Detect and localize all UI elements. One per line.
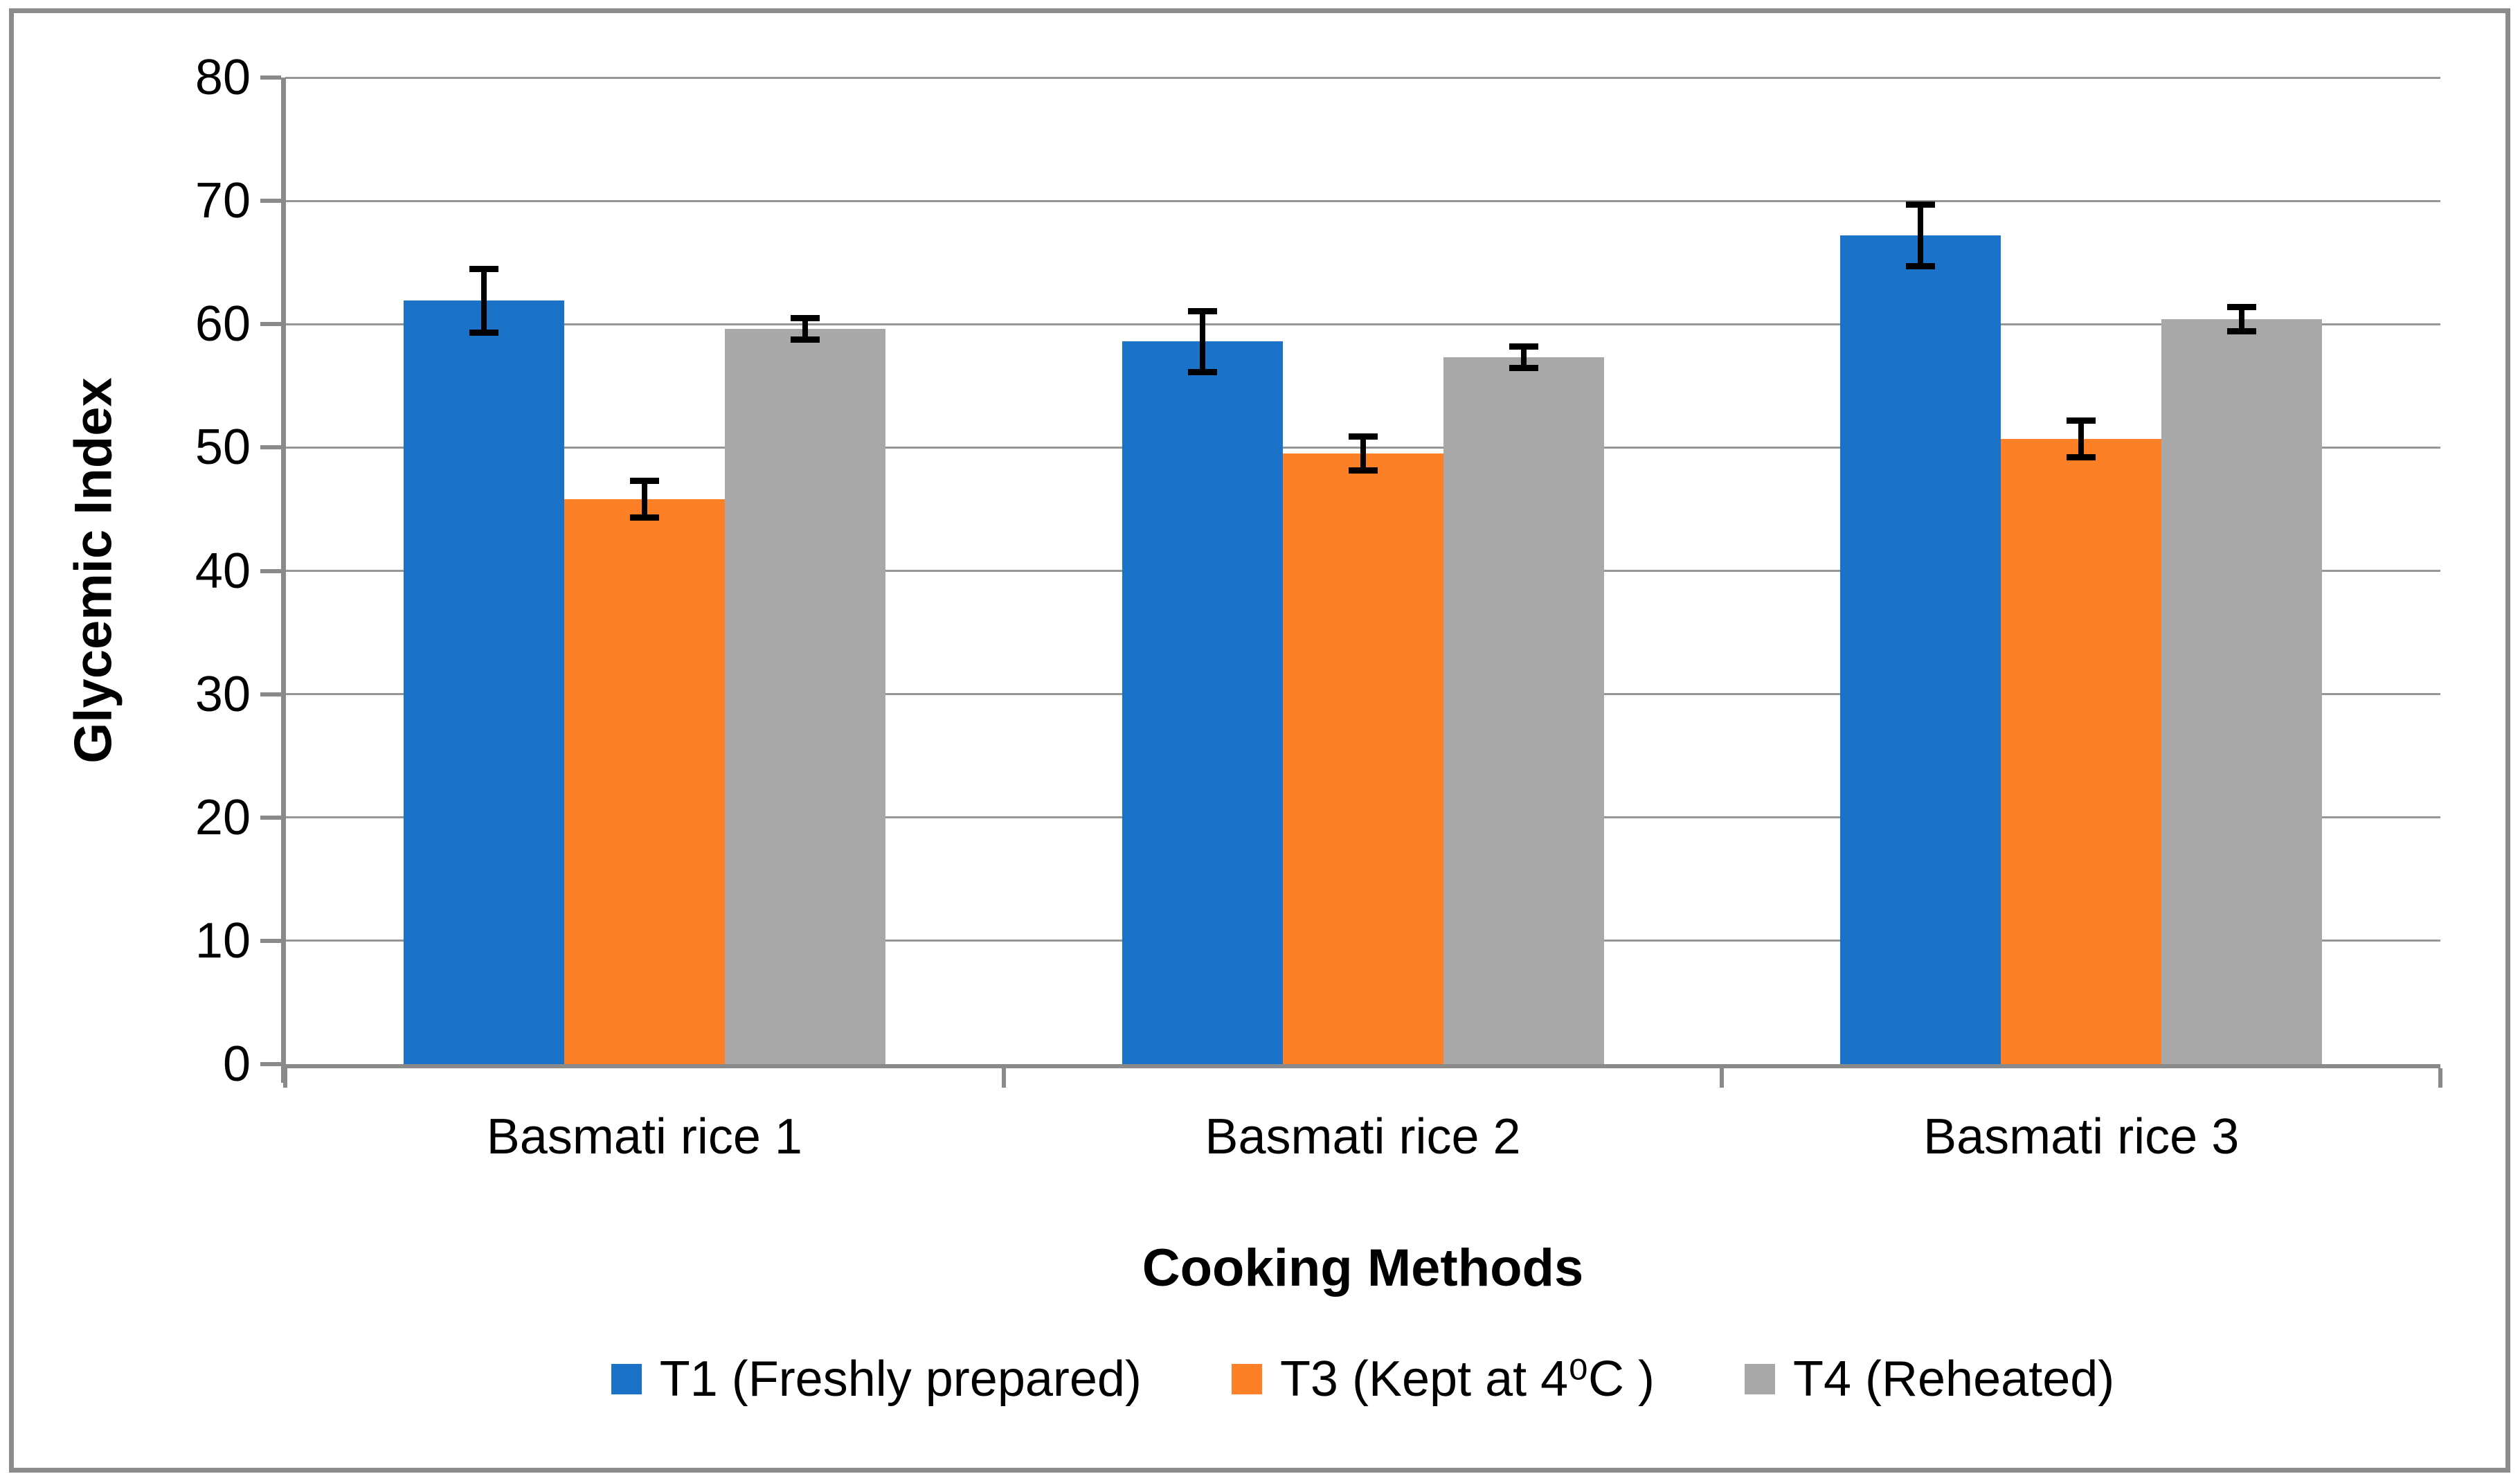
bar-t3-basmati-rice-2	[1282, 453, 1443, 1064]
error-bar-line	[2078, 420, 2085, 458]
y-tick-label-10: 10	[195, 913, 251, 969]
y-tick-label-70: 70	[195, 173, 251, 229]
error-bar-cap-top	[1509, 343, 1538, 350]
error-bar-cap-top	[790, 315, 820, 322]
error-bar-line	[802, 318, 808, 341]
error-bar-line	[1199, 310, 1205, 372]
y-tick-label-60: 60	[195, 296, 251, 352]
bar-t1-basmati-rice-2	[1122, 341, 1283, 1064]
y-tick-70	[260, 199, 281, 204]
x-axis-line	[281, 1064, 2440, 1068]
error-bar-cap-top	[469, 266, 498, 273]
category-label-3: Basmati rice 3	[1923, 1109, 2240, 1165]
category-label-1: Basmati rice 1	[486, 1109, 802, 1165]
error-bar-line	[1360, 436, 1366, 471]
error-bar-cap-bottom	[1509, 365, 1538, 372]
y-axis-line	[281, 78, 286, 1083]
x-tick-1	[1001, 1068, 1006, 1088]
error-bar-cap-bottom	[469, 329, 498, 336]
error-bar-cap-top	[629, 478, 659, 485]
legend-label: T1 (Freshly prepared)	[659, 1351, 1142, 1407]
error-bar-cap-bottom	[629, 514, 659, 521]
legend-marker-icon	[1745, 1364, 1776, 1394]
error-bar-cap-top	[1906, 201, 1936, 208]
error-bar-cap-top	[1348, 433, 1378, 440]
legend-item-t4: T4 (Reheated)	[1745, 1351, 2114, 1407]
error-bar-line	[1520, 346, 1527, 369]
legend-marker-icon	[1231, 1364, 1262, 1394]
gridline-70	[285, 199, 2440, 202]
bar-t4-basmati-rice-3	[2161, 319, 2323, 1064]
error-bar-cap-top	[2067, 417, 2096, 424]
error-bar-cap-bottom	[1906, 262, 1936, 269]
x-tick-2	[1720, 1068, 1725, 1088]
bar-t3-basmati-rice-3	[2001, 438, 2162, 1064]
error-bar-cap-bottom	[1348, 467, 1378, 474]
error-bar-cap-bottom	[1187, 368, 1217, 375]
gridline-80	[285, 76, 2440, 79]
bar-t3-basmati-rice-1	[564, 499, 725, 1064]
legend-item-t1: T1 (Freshly prepared)	[611, 1351, 1142, 1407]
x-tick-3	[2438, 1068, 2442, 1088]
y-tick-60	[260, 322, 281, 327]
error-bar-line	[480, 269, 487, 333]
legend-label: T4 (Reheated)	[1793, 1351, 2115, 1407]
y-tick-10	[260, 938, 281, 943]
bar-t1-basmati-rice-1	[403, 300, 564, 1064]
y-tick-label-20: 20	[195, 789, 251, 845]
error-bar-cap-bottom	[2067, 453, 2096, 460]
y-tick-label-30: 30	[195, 666, 251, 722]
error-bar-cap-bottom	[790, 336, 820, 343]
bar-t1-basmati-rice-3	[1840, 235, 2001, 1064]
y-tick-label-0: 0	[222, 1036, 251, 1092]
x-axis-title: Cooking Methods	[1142, 1239, 1584, 1297]
y-tick-label-80: 80	[195, 50, 251, 105]
legend-item-t3: T3 (Kept at 4⁰C )	[1231, 1351, 1655, 1407]
error-bar-line	[1918, 204, 1924, 267]
error-bar-cap-top	[2227, 304, 2257, 311]
y-tick-30	[260, 692, 281, 696]
y-tick-50	[260, 445, 281, 450]
y-tick-20	[260, 815, 281, 820]
bar-t4-basmati-rice-1	[724, 329, 885, 1064]
y-tick-40	[260, 568, 281, 573]
error-bar-line	[2239, 307, 2245, 332]
legend-label: T3 (Kept at 4⁰C )	[1279, 1351, 1655, 1407]
category-label-2: Basmati rice 2	[1205, 1109, 1521, 1165]
x-tick-0	[283, 1068, 287, 1088]
bar-t4-basmati-rice-2	[1443, 357, 1604, 1064]
chart-frame-border	[9, 8, 2510, 1473]
legend-marker-icon	[611, 1364, 642, 1394]
y-tick-0	[260, 1062, 281, 1066]
legend: T1 (Freshly prepared) T3 (Kept at 4⁰C ) T4…	[285, 1351, 2440, 1407]
gridline-60	[285, 323, 2440, 325]
error-bar-cap-top	[1187, 307, 1217, 314]
error-bar-cap-bottom	[2227, 327, 2257, 334]
error-bar-line	[641, 480, 647, 518]
y-tick-80	[260, 75, 281, 80]
y-tick-label-50: 50	[195, 420, 251, 476]
y-tick-label-40: 40	[195, 543, 251, 599]
